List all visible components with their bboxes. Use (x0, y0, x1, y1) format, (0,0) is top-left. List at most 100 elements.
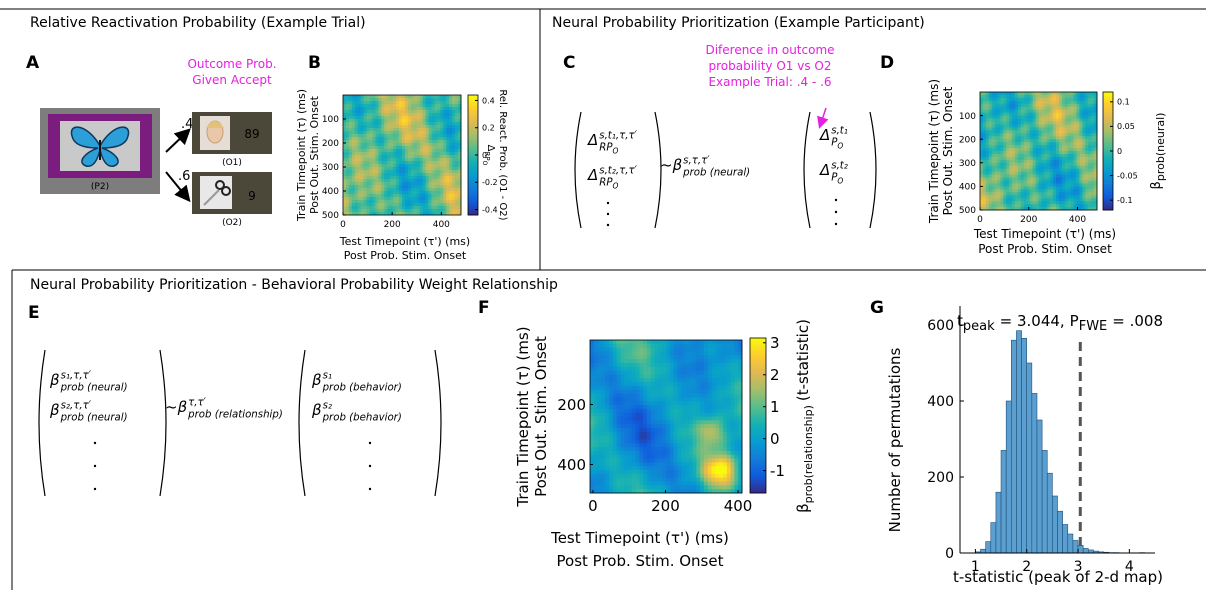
heatmap-cell (343, 104, 346, 107)
heatmap-cell (704, 443, 708, 447)
heatmap-cell (417, 206, 420, 209)
heatmap-cell (1077, 192, 1080, 195)
heatmap-cell (986, 166, 989, 169)
heatmap-cell (1027, 160, 1030, 163)
heatmap-cell (708, 348, 712, 352)
heatmap-cell (1012, 113, 1015, 116)
heatmap-cell (609, 409, 613, 413)
heatmap-cell (1018, 151, 1021, 154)
heatmap-cell (1000, 160, 1003, 163)
heatmap-cell (1082, 136, 1085, 139)
heatmap-cell (983, 116, 986, 119)
heatmap-cell (715, 432, 719, 436)
heatmap-cell (414, 101, 417, 104)
heatmap-cell (381, 206, 384, 209)
heatmap-cell (1074, 136, 1077, 139)
heatmap-cell (983, 163, 986, 166)
heatmap-cell (402, 101, 405, 104)
heatmap-cell (613, 474, 617, 478)
heatmap-cell (417, 125, 420, 128)
heatmap-cell (408, 128, 411, 131)
heatmap-cell (408, 179, 411, 182)
heatmap-cell (399, 128, 402, 131)
heatmap-cell (632, 340, 636, 344)
heatmap-cell (352, 116, 355, 119)
heatmap-cell (361, 140, 364, 143)
heatmap-cell (378, 170, 381, 173)
heatmap-cell (393, 146, 396, 149)
heatmap-cell (1024, 204, 1027, 207)
heatmap-cell (685, 355, 689, 359)
arrow (820, 108, 826, 126)
heatmap-cell (1053, 163, 1056, 166)
heatmap-cell (670, 420, 674, 424)
heatmap-cell (677, 447, 681, 451)
heatmap-cell (989, 113, 992, 116)
x-axis-label: Test Timepoint (τ') (ms) (973, 227, 1116, 241)
heatmap-cell (1068, 145, 1071, 148)
heatmap-cell (426, 131, 429, 134)
heatmap-cell (590, 424, 594, 428)
heatmap-cell (446, 164, 449, 167)
heatmap-cell (601, 394, 605, 398)
heatmap-cell (399, 146, 402, 149)
heatmap-cell (384, 116, 387, 119)
heatmap-cell (613, 455, 617, 459)
heatmap-cell (632, 417, 636, 421)
heatmap-cell (998, 192, 1001, 195)
heatmap-cell (429, 95, 432, 98)
heatmap-cell (986, 172, 989, 175)
heatmap-cell (696, 424, 700, 428)
heatmap-cell (432, 152, 435, 155)
heatmap-cell (1050, 163, 1053, 166)
heatmap-cell (378, 185, 381, 188)
heatmap-cell (700, 378, 704, 382)
heatmap-cell (414, 122, 417, 125)
heatmap-cell (1068, 113, 1071, 116)
heatmap-cell (639, 386, 643, 390)
heatmap-cell (998, 183, 1001, 186)
heatmap-cell (346, 140, 349, 143)
heatmap-cell (1065, 148, 1068, 151)
heatmap-cell (624, 466, 628, 470)
heatmap-cell (1041, 178, 1044, 181)
heatmap-cell (601, 424, 605, 428)
heatmap-cell (1077, 157, 1080, 160)
heatmap-cell (449, 158, 452, 161)
heatmap-cell (693, 386, 697, 390)
heatmap-cell (396, 158, 399, 161)
heatmap-cell (361, 167, 364, 170)
heatmap-cell (375, 179, 378, 182)
heatmap-cell (1077, 172, 1080, 175)
heatmap-cell (402, 161, 405, 164)
heatmap-cell (378, 104, 381, 107)
heatmap-cell (361, 143, 364, 146)
heatmap-cell (712, 420, 716, 424)
heatmap-cell (1003, 148, 1006, 151)
heatmap-cell (1053, 148, 1056, 151)
heatmap-cell (1006, 163, 1009, 166)
heatmap-cell (420, 146, 423, 149)
heatmap-cell (639, 417, 643, 421)
heatmap-cell (989, 119, 992, 122)
heatmap-cell (719, 474, 723, 478)
heatmap-cell (408, 98, 411, 101)
heatmap-cell (598, 428, 602, 432)
heatmap-cell (420, 95, 423, 98)
heatmap-cell (1050, 204, 1053, 207)
heatmap-cell (375, 209, 378, 212)
heatmap-cell (712, 439, 716, 443)
heatmap-cell (639, 451, 643, 455)
heatmap-cell (712, 455, 716, 459)
heatmap-cell (624, 355, 628, 359)
heatmap-cell (1091, 192, 1094, 195)
heatmap-cell (670, 374, 674, 378)
heatmap-cell (1091, 201, 1094, 204)
heatmap-cell (417, 140, 420, 143)
heatmap-cell (1018, 148, 1021, 151)
heatmap-cell (685, 397, 689, 401)
heatmap-cell (655, 401, 659, 405)
heatmap-cell (594, 367, 598, 371)
heatmap-cell (628, 355, 632, 359)
